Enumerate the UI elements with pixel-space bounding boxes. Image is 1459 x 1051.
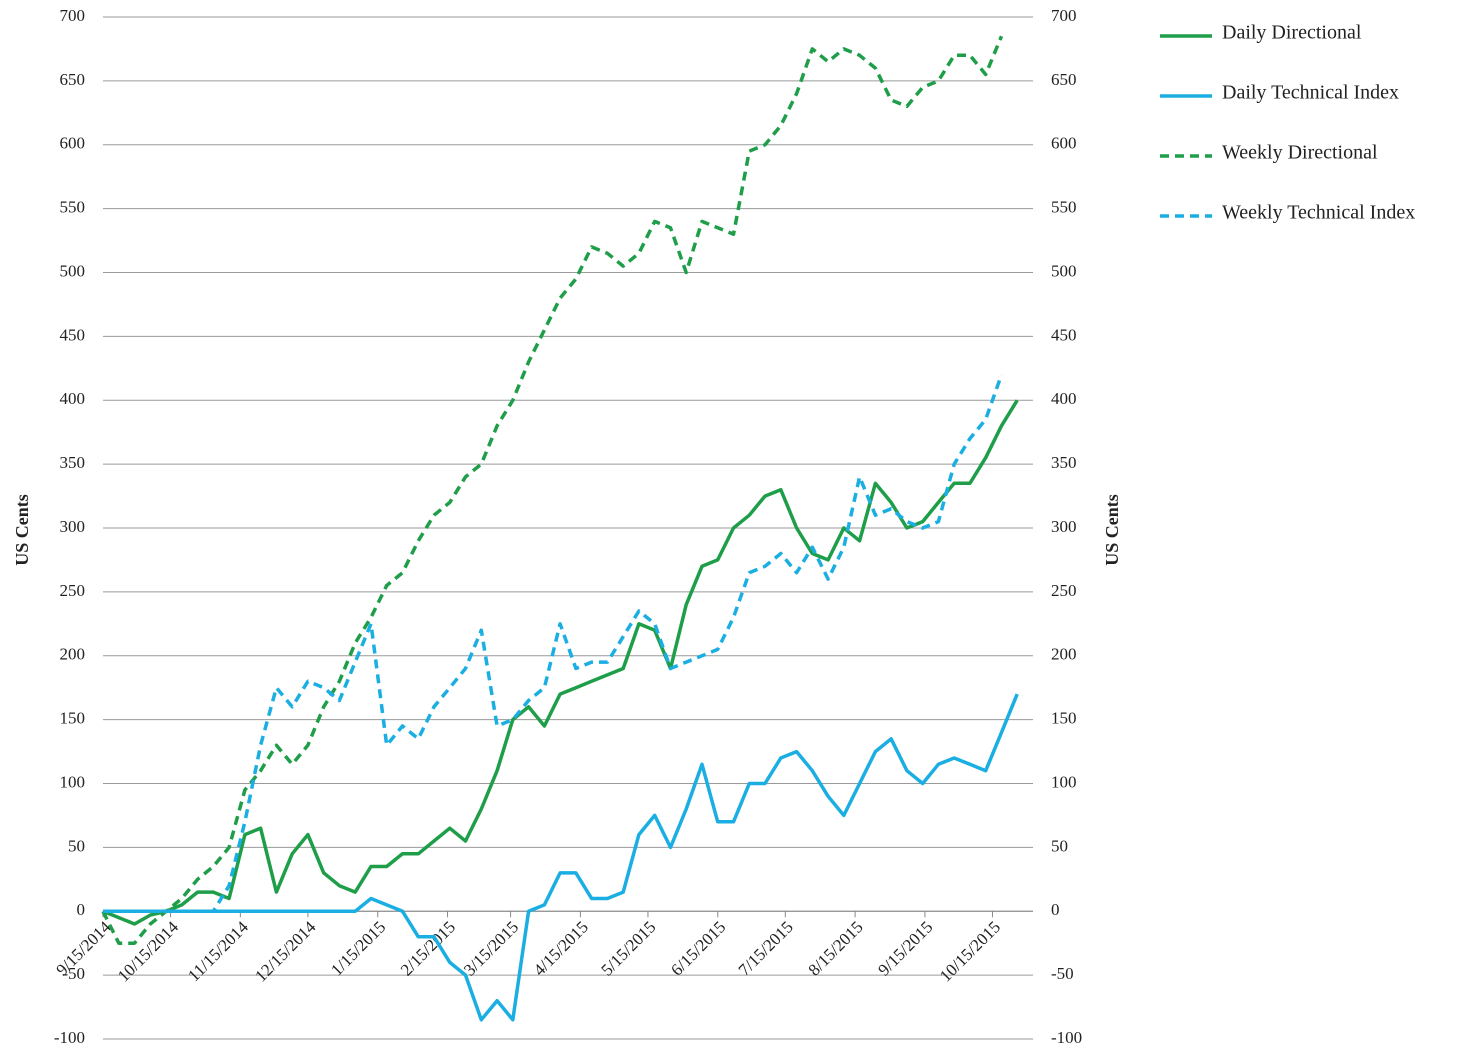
x-tick-label: 7/15/2015: [735, 917, 797, 979]
y2-tick-label: 100: [1051, 772, 1077, 791]
y-tick-label: -50: [62, 964, 85, 983]
x-tick-label: 1/15/2015: [327, 917, 389, 979]
y-tick-label: 550: [60, 198, 86, 217]
x-tick-label: 9/15/2015: [874, 917, 936, 979]
y2-tick-label: 50: [1051, 836, 1068, 855]
y-tick-label: 250: [60, 581, 86, 600]
y-tick-label: 150: [60, 709, 86, 728]
legend-label: Weekly Technical Index: [1222, 202, 1415, 224]
y-tick-label: 700: [60, 6, 86, 25]
y2-tick-label: 550: [1051, 198, 1077, 217]
y-tick-label: 600: [60, 134, 86, 153]
y-tick-label: 400: [60, 389, 86, 408]
y-axis-label: US Cents: [12, 494, 32, 566]
y2-tick-label: 700: [1051, 6, 1077, 25]
x-tick-label: 4/15/2015: [530, 917, 592, 979]
series-line: [103, 693, 1019, 1022]
y2-tick-label: 450: [1051, 325, 1077, 344]
y2-tick-label: -50: [1051, 964, 1074, 983]
y-tick-label: -100: [54, 1028, 85, 1047]
y2-tick-label: 650: [1051, 70, 1077, 89]
x-tick-label: 3/15/2015: [460, 917, 522, 979]
y2-tick-label: 500: [1051, 261, 1077, 280]
y2-tick-label: 600: [1051, 134, 1077, 153]
y-tick-label: 650: [60, 70, 86, 89]
y2-tick-label: 350: [1051, 453, 1077, 472]
x-tick-label: 5/15/2015: [597, 917, 659, 979]
y-tick-label: 450: [60, 325, 86, 344]
y-tick-label: 200: [60, 645, 86, 664]
y-tick-label: 500: [60, 261, 86, 280]
y-tick-label: 100: [60, 772, 86, 791]
y2-tick-label: 250: [1051, 581, 1077, 600]
y2-tick-label: 150: [1051, 709, 1077, 728]
x-tick-label: 6/15/2015: [667, 917, 729, 979]
x-tick-label: 2/15/2015: [397, 917, 459, 979]
legend-label: Daily Directional: [1222, 22, 1362, 44]
y2-tick-label: 300: [1051, 517, 1077, 536]
y-tick-label: 0: [77, 900, 86, 919]
y2-tick-label: 400: [1051, 389, 1077, 408]
series-line: [101, 35, 1004, 945]
series-line: [103, 374, 1004, 914]
legend-label: Daily Technical Index: [1222, 82, 1399, 104]
legend-label: Weekly Directional: [1222, 142, 1378, 164]
y-tick-label: 50: [68, 836, 85, 855]
y-tick-label: 300: [60, 517, 86, 536]
x-tick-label: 8/15/2015: [805, 917, 867, 979]
y2-axis-label: US Cents: [1102, 494, 1122, 566]
y-tick-label: 350: [60, 453, 86, 472]
y2-tick-label: 0: [1051, 900, 1060, 919]
y2-tick-label: -100: [1051, 1028, 1082, 1047]
series-line: [102, 399, 1019, 926]
y2-tick-label: 200: [1051, 645, 1077, 664]
